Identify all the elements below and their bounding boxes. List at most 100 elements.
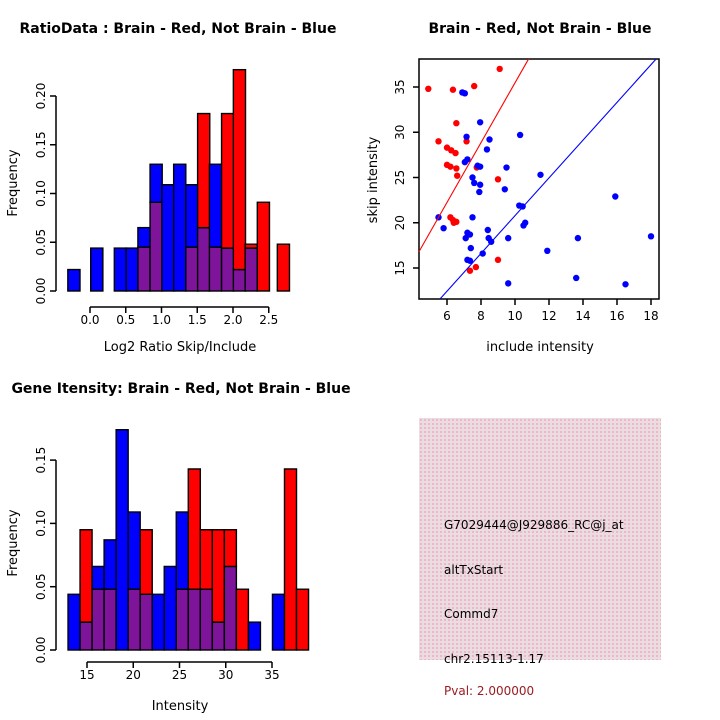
scatter-point-red bbox=[450, 219, 457, 226]
scatter-point-blue bbox=[476, 163, 484, 170]
scatter-point-blue bbox=[612, 193, 619, 200]
x-tick-label: 35 bbox=[264, 668, 279, 682]
hist-bar-blue bbox=[208, 163, 223, 248]
scatter-point-blue bbox=[484, 226, 491, 234]
hist-bar-red bbox=[199, 529, 214, 590]
ratio-histogram-chart: RatioData : Brain - Red, Not Brain - Blu… bbox=[6, 21, 337, 355]
scatter-point-blue bbox=[520, 222, 527, 229]
gene-histogram-panel: Gene Itensity: Brain - Red, Not Brain - … bbox=[0, 360, 360, 720]
scatter-point-blue bbox=[573, 274, 580, 282]
locus-text: chr2.15113-1.17 bbox=[444, 652, 544, 666]
scatter-point-red bbox=[472, 263, 480, 271]
hist-bar-blue bbox=[175, 511, 189, 590]
gene-histogram-ylabel: Frequency bbox=[6, 509, 21, 576]
hist-bar-blue bbox=[67, 268, 81, 292]
hist-bar-overlap bbox=[244, 247, 259, 292]
scatter-point-blue bbox=[461, 90, 469, 97]
scatter-point-red bbox=[494, 176, 502, 183]
scatter-point-red bbox=[447, 163, 454, 170]
hist-bar-blue bbox=[127, 511, 141, 590]
scatter-point-blue bbox=[483, 146, 491, 153]
hist-bar-blue bbox=[247, 621, 262, 651]
x-tick-label: 1.5 bbox=[188, 313, 207, 327]
x-tick-label: 25 bbox=[172, 668, 187, 682]
hist-bar-red bbox=[139, 529, 153, 595]
hist-bar-blue bbox=[91, 565, 105, 590]
hist-bar-red bbox=[232, 68, 247, 271]
gene-histogram-title: Gene Itensity: Brain - Red, Not Brain - … bbox=[11, 381, 350, 397]
hist-bar-blue bbox=[149, 163, 163, 203]
y-tick-label: 25 bbox=[393, 170, 407, 185]
hist-bar-red bbox=[283, 468, 298, 651]
hist-bar-blue bbox=[185, 184, 199, 248]
scatter-point-red bbox=[494, 256, 502, 264]
hist-bar-overlap bbox=[208, 246, 223, 292]
hist-bar-blue bbox=[67, 593, 81, 651]
scatter-point-blue bbox=[574, 234, 582, 242]
hist-bar-red bbox=[256, 201, 271, 292]
hist-bar-blue bbox=[125, 247, 139, 292]
y-tick-label: 35 bbox=[393, 79, 407, 94]
scatter-point-blue bbox=[476, 181, 484, 188]
x-tick-label: 12 bbox=[541, 309, 556, 323]
scatter-point-blue bbox=[486, 136, 493, 143]
hist-bar-blue bbox=[115, 429, 129, 651]
hist-bar-blue bbox=[137, 226, 151, 248]
hist-bar-red bbox=[211, 529, 226, 623]
hist-bar-blue bbox=[151, 593, 165, 651]
y-tick-label: 0.10 bbox=[34, 180, 48, 207]
y-tick-label: 0.10 bbox=[34, 510, 48, 537]
pval-text: Pval: 2.000000 bbox=[444, 684, 535, 698]
intensity-scatter-chart: Brain - Red, Not Brain - Blue include in… bbox=[366, 21, 660, 355]
x-tick-label: 2.5 bbox=[259, 313, 278, 327]
x-tick-label: 16 bbox=[609, 309, 624, 323]
y-tick-label: 0.05 bbox=[34, 229, 48, 256]
hist-bar-overlap bbox=[199, 588, 214, 651]
hist-bar-red bbox=[244, 243, 259, 249]
hist-bar-blue bbox=[163, 565, 177, 651]
scatter-point-blue bbox=[476, 188, 483, 196]
y-tick-label: 0.15 bbox=[34, 131, 48, 158]
hist-bar-blue bbox=[113, 247, 128, 292]
hist-bar-overlap bbox=[211, 621, 226, 651]
scatter-point-blue bbox=[516, 131, 524, 139]
scatter-point-red bbox=[466, 267, 474, 274]
x-tick-label: 6 bbox=[443, 309, 451, 323]
ratio-histogram-xlabel: Log2 Ratio Skip/Include bbox=[104, 340, 256, 355]
scatter-point-red bbox=[425, 85, 432, 93]
probe-id-text: G7029444@J929886_RC@j_at bbox=[444, 518, 624, 532]
intensity-scatter-ylabel: skip intensity bbox=[366, 136, 381, 223]
scatter-point-blue bbox=[471, 179, 478, 187]
x-tick-label: 30 bbox=[218, 668, 233, 682]
x-tick-label: 2.0 bbox=[223, 313, 242, 327]
hist-bar-overlap bbox=[232, 268, 247, 292]
hist-bar-red bbox=[79, 529, 93, 623]
hist-bar-overlap bbox=[185, 246, 199, 292]
hist-bar-overlap bbox=[127, 588, 141, 651]
scatter-point-blue bbox=[461, 158, 469, 166]
scatter-point-blue bbox=[469, 174, 476, 181]
hist-bar-red bbox=[196, 112, 211, 229]
ratio-histogram-title: RatioData : Brain - Red, Not Brain - Blu… bbox=[20, 21, 337, 37]
fit-line-blue bbox=[439, 58, 657, 300]
y-tick-label: 15 bbox=[393, 260, 407, 275]
gene-histogram-xlabel: Intensity bbox=[152, 699, 209, 714]
hist-bar-red bbox=[220, 112, 235, 249]
scatter-point-blue bbox=[503, 164, 510, 171]
x-tick-label: 18 bbox=[643, 309, 658, 323]
hist-bar-blue bbox=[271, 593, 286, 651]
y-tick-label: 0.05 bbox=[34, 573, 48, 600]
fit-line-red bbox=[418, 58, 530, 252]
gene-histogram-chart: Gene Itensity: Brain - Red, Not Brain - … bbox=[6, 381, 351, 714]
y-tick-label: 0.20 bbox=[34, 83, 48, 110]
scatter-point-red bbox=[454, 172, 461, 179]
hist-bar-red bbox=[276, 243, 291, 292]
scatter-point-blue bbox=[462, 234, 469, 242]
ratio-histogram-ylabel: Frequency bbox=[6, 149, 21, 216]
scatter-point-blue bbox=[466, 257, 474, 264]
hist-bar-overlap bbox=[175, 588, 189, 651]
scatter-point-blue bbox=[544, 247, 551, 255]
hist-bar-overlap bbox=[139, 593, 153, 651]
y-tick-label: 0.00 bbox=[34, 637, 48, 664]
